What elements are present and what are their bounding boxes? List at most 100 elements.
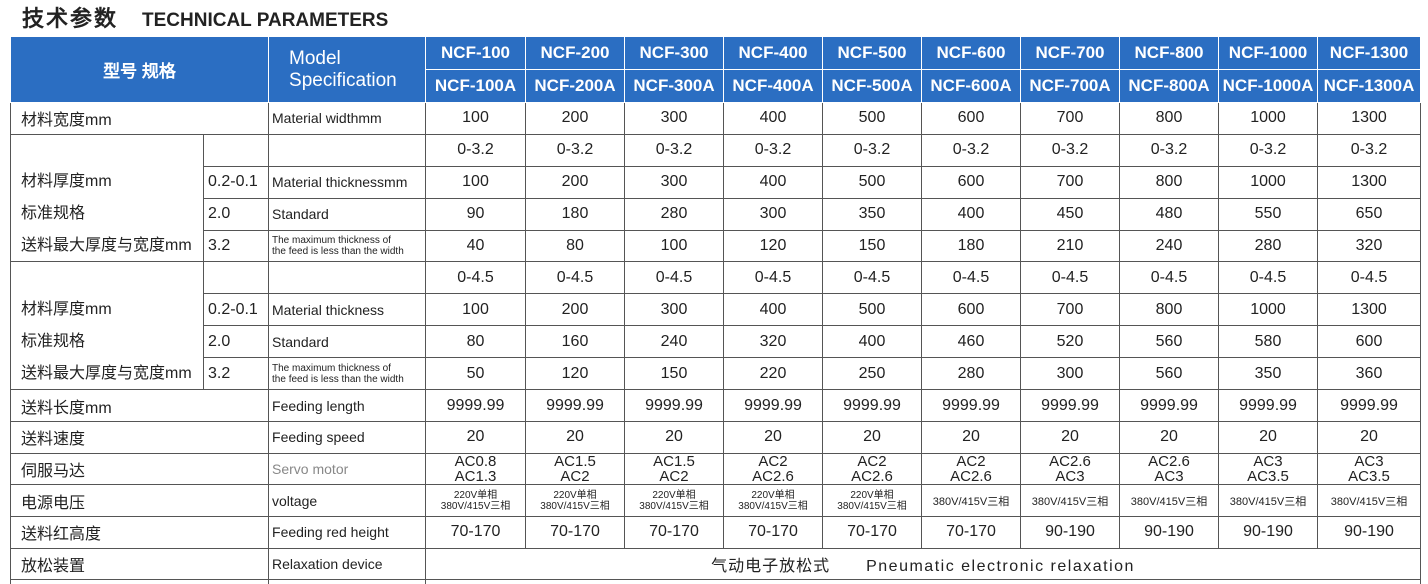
value-cell: 1000 xyxy=(1218,165,1319,199)
sub-label: 2.0 xyxy=(202,325,270,359)
value-cell: 9999.99 xyxy=(822,389,923,422)
model-header: NCF-100 xyxy=(425,36,527,70)
value-cell: 0-4.5 xyxy=(921,261,1022,295)
value-cell: 400 xyxy=(723,102,824,135)
cell-line: AC2 xyxy=(560,467,590,485)
en-label: Relaxation device xyxy=(268,547,427,581)
value-cell: 0-3.2 xyxy=(822,133,923,167)
cell-line: AC1.5 xyxy=(554,453,596,470)
group-label-line: 材料厚度mm xyxy=(21,301,112,319)
cell-text: Material thicknessmm xyxy=(272,174,408,191)
cell-text: 20 xyxy=(764,428,782,446)
value-cell: 70-170 xyxy=(624,515,725,549)
cell-line: The maximum thickness of xyxy=(272,234,391,246)
table-row xyxy=(10,579,1421,584)
value-cell: 500 xyxy=(822,165,923,199)
cell-text: 580 xyxy=(1254,332,1282,350)
title-en: TECHNICAL PARAMETERS xyxy=(142,10,389,31)
value-cell: 200 xyxy=(525,293,626,327)
value-cell: 0-3.2 xyxy=(1119,133,1220,167)
model-header: NCF-800A xyxy=(1119,69,1220,103)
value-cell: 20 xyxy=(1218,420,1319,454)
cell-text: 9999.99 xyxy=(446,396,505,414)
value-cell: 9999.99 xyxy=(525,389,626,422)
cell-line: 380V/415V三相 xyxy=(639,500,709,512)
empty-cell xyxy=(268,133,427,167)
model-header: NCF-200A xyxy=(525,69,626,103)
model-header: NCF-700A xyxy=(1020,69,1121,103)
cell-line: AC1.3 xyxy=(454,467,497,485)
cell-text: 9999.99 xyxy=(1340,396,1398,414)
value-cell: 320 xyxy=(1317,229,1421,263)
cell-line: 380V/415V三相 xyxy=(837,500,907,512)
value-cell: 9999.99 xyxy=(425,389,527,422)
value-cell: 80 xyxy=(525,229,626,263)
group-label-line: 送料最大厚度与宽度mm xyxy=(21,236,192,254)
en-label: voltage xyxy=(268,484,427,517)
cell-text: 1000 xyxy=(1250,300,1286,318)
value-cell: 20 xyxy=(425,420,527,454)
row-label: 送料长度mm xyxy=(10,389,270,422)
table-row: 材料宽度mm Material widthmm 100 200 300 400 500 600… xyxy=(10,102,1421,135)
empty-cell xyxy=(268,261,427,295)
corner-en-line: Model xyxy=(289,47,341,69)
value-cell: 9999.99 xyxy=(723,389,824,422)
cell-text: 1000 xyxy=(1250,173,1286,191)
row-label: 送料速度 xyxy=(10,420,270,454)
cell-line: The maximum thickness of xyxy=(272,362,391,374)
table-row: 3.2 The maximum thickness of the feed is l… xyxy=(11,357,1421,391)
cell-text: 480 xyxy=(1155,205,1183,223)
cell-line: AC3 xyxy=(1253,453,1283,470)
value-cell: 0-4.5 xyxy=(1317,261,1421,295)
value-cell: 580 xyxy=(1218,325,1319,359)
cell-text: 20 xyxy=(962,428,980,446)
cell-text: 320 xyxy=(1355,236,1383,254)
cell-text: 400 xyxy=(858,332,886,350)
model-header: NCF-1300 xyxy=(1317,36,1421,70)
value-cell: AC1.5 AC2 xyxy=(525,452,626,486)
table-row: 2.0 Standard 80 160 240 320 400 460 520 560 580 600 xyxy=(11,325,1421,359)
value-cell: 500 xyxy=(822,102,923,135)
header-cell: 型号 规格 xyxy=(10,36,270,103)
value-cell: 600 xyxy=(921,102,1022,135)
value-cell: 380V/415V三相 xyxy=(1317,484,1421,517)
model-header: NCF-600A xyxy=(921,69,1022,103)
cell-text: 90-190 xyxy=(1243,523,1293,541)
cell-text: 70-170 xyxy=(946,523,996,541)
cell-line: the feed is less than the width xyxy=(272,245,404,257)
cell-text: 380V/415V三相 xyxy=(1229,495,1307,508)
group-spacer xyxy=(21,135,203,166)
value-cell: 220V单相 380V/415V三相 xyxy=(425,484,527,517)
cell-text: 240 xyxy=(1155,236,1183,254)
value-cell: 40 xyxy=(425,229,527,263)
en-label: Standard xyxy=(268,325,427,359)
cell-line: AC2.6 xyxy=(1049,453,1091,470)
cell-text: 50 xyxy=(466,364,485,382)
value-cell: 0-3.2 xyxy=(1218,133,1319,167)
value-cell: 1000 xyxy=(1218,102,1319,135)
value-cell: 800 xyxy=(1119,293,1220,327)
value-cell: 0-4.5 xyxy=(525,261,626,295)
table-row: 型号 规格 Model Specification NCF-100 NCF-200 NCF… xyxy=(10,36,1421,103)
value-cell: 480 xyxy=(1119,197,1220,231)
value-cell: 1000 xyxy=(1218,293,1319,327)
value-cell: 0-3.2 xyxy=(723,133,824,167)
cell-text: 700 xyxy=(1056,173,1084,191)
empty-cell xyxy=(425,579,1421,584)
value-cell: 300 xyxy=(624,102,725,135)
value-cell: AC2.6 AC3 xyxy=(1119,452,1220,486)
cell-text: 9999.99 xyxy=(1239,396,1297,414)
value-cell: AC0.8 AC1.3 xyxy=(425,452,527,486)
value-cell: 0-3.2 xyxy=(425,133,527,167)
value-cell: 800 xyxy=(1119,165,1220,199)
cell-line: 220V单相 xyxy=(751,489,795,501)
model-header: NCF-300 xyxy=(624,36,725,70)
cell-text: 280 xyxy=(957,364,985,382)
cell-line: AC3 xyxy=(1154,467,1184,485)
cell-text: 300 xyxy=(660,109,688,127)
group-label: 材料厚度mm 标准规格 送料最大厚度与宽度mm xyxy=(10,261,204,391)
value-cell: 70-170 xyxy=(822,515,923,549)
cell-line: 220V单相 xyxy=(850,489,894,501)
sub-label: 3.2 xyxy=(202,357,270,391)
